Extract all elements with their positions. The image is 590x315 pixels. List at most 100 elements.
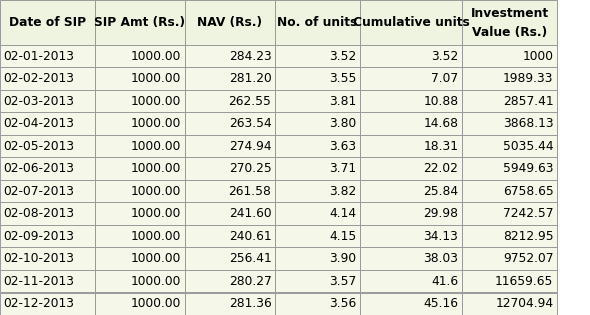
Bar <box>462 90 557 112</box>
Text: 7242.57: 7242.57 <box>503 207 553 220</box>
Bar <box>185 225 275 248</box>
Bar <box>360 67 462 90</box>
Bar <box>462 135 557 158</box>
Bar <box>0 112 95 135</box>
Text: 3.82: 3.82 <box>329 185 356 198</box>
Text: 1000.00: 1000.00 <box>131 297 182 310</box>
Bar <box>360 270 462 293</box>
Bar <box>185 0 275 45</box>
Text: 1000.00: 1000.00 <box>131 185 182 198</box>
Text: 38.03: 38.03 <box>424 252 458 265</box>
Bar <box>275 135 360 158</box>
Text: 12704.94: 12704.94 <box>495 297 553 310</box>
Text: 2857.41: 2857.41 <box>503 95 553 108</box>
Bar <box>275 45 360 67</box>
Text: 14.68: 14.68 <box>424 117 458 130</box>
Bar <box>95 180 185 203</box>
Text: 1000.00: 1000.00 <box>131 162 182 175</box>
Bar <box>0 0 95 45</box>
Text: 34.13: 34.13 <box>424 230 458 243</box>
Text: 1000.00: 1000.00 <box>131 140 182 153</box>
Text: 1989.33: 1989.33 <box>503 72 553 85</box>
Text: 241.60: 241.60 <box>229 207 271 220</box>
Bar <box>185 248 275 270</box>
Bar <box>462 180 557 203</box>
Text: 1000.00: 1000.00 <box>131 95 182 108</box>
Text: NAV (Rs.): NAV (Rs.) <box>198 16 263 29</box>
Bar <box>95 270 185 293</box>
Text: 3.52: 3.52 <box>329 50 356 63</box>
Bar <box>185 45 275 67</box>
Bar <box>462 112 557 135</box>
Bar <box>0 158 95 180</box>
Bar <box>462 270 557 293</box>
Bar <box>462 45 557 67</box>
Text: 10.88: 10.88 <box>423 95 458 108</box>
Bar <box>95 112 185 135</box>
Bar <box>275 112 360 135</box>
Bar <box>0 225 95 248</box>
Text: 02-10-2013: 02-10-2013 <box>4 252 74 265</box>
Text: 7.07: 7.07 <box>431 72 458 85</box>
Text: 3.90: 3.90 <box>329 252 356 265</box>
Text: 02-05-2013: 02-05-2013 <box>4 140 75 153</box>
Text: 9752.07: 9752.07 <box>503 252 553 265</box>
Bar <box>275 67 360 90</box>
Text: 1000: 1000 <box>522 50 553 63</box>
Text: 1000.00: 1000.00 <box>131 207 182 220</box>
Bar <box>185 135 275 158</box>
Text: 262.55: 262.55 <box>228 95 271 108</box>
Bar <box>95 0 185 45</box>
Text: SIP Amt (Rs.): SIP Amt (Rs.) <box>94 16 185 29</box>
Text: 1000.00: 1000.00 <box>131 275 182 288</box>
Text: 4.14: 4.14 <box>329 207 356 220</box>
Bar <box>185 293 275 315</box>
Text: 1000.00: 1000.00 <box>131 72 182 85</box>
Bar <box>462 0 557 45</box>
Bar <box>0 203 95 225</box>
Bar <box>185 90 275 112</box>
Bar <box>275 270 360 293</box>
Text: 1000.00: 1000.00 <box>131 50 182 63</box>
Text: 02-03-2013: 02-03-2013 <box>4 95 74 108</box>
Text: Cumulative units: Cumulative units <box>353 16 469 29</box>
Text: 22.02: 22.02 <box>424 162 458 175</box>
Bar <box>95 67 185 90</box>
Bar <box>275 90 360 112</box>
Bar <box>185 180 275 203</box>
Bar <box>95 203 185 225</box>
Text: 6758.65: 6758.65 <box>503 185 553 198</box>
Bar <box>462 225 557 248</box>
Bar <box>95 90 185 112</box>
Bar <box>0 135 95 158</box>
Text: 5949.63: 5949.63 <box>503 162 553 175</box>
Bar <box>462 293 557 315</box>
Bar <box>185 158 275 180</box>
Bar <box>275 0 360 45</box>
Text: 02-12-2013: 02-12-2013 <box>4 297 74 310</box>
Bar <box>275 203 360 225</box>
Text: 29.98: 29.98 <box>424 207 458 220</box>
Bar <box>360 203 462 225</box>
Bar <box>275 180 360 203</box>
Text: 263.54: 263.54 <box>229 117 271 130</box>
Bar <box>0 293 95 315</box>
Bar <box>360 135 462 158</box>
Text: 281.20: 281.20 <box>229 72 271 85</box>
Text: 02-08-2013: 02-08-2013 <box>4 207 75 220</box>
Text: Date of SIP: Date of SIP <box>9 16 86 29</box>
Bar <box>360 293 462 315</box>
Text: 1000.00: 1000.00 <box>131 117 182 130</box>
Text: 02-01-2013: 02-01-2013 <box>4 50 74 63</box>
Text: 3.57: 3.57 <box>329 275 356 288</box>
Text: 3.63: 3.63 <box>329 140 356 153</box>
Text: 45.16: 45.16 <box>424 297 458 310</box>
Text: 02-11-2013: 02-11-2013 <box>4 275 74 288</box>
Bar <box>462 158 557 180</box>
Text: Investment: Investment <box>470 7 549 20</box>
Text: 02-04-2013: 02-04-2013 <box>4 117 74 130</box>
Bar <box>462 248 557 270</box>
Text: 3.71: 3.71 <box>329 162 356 175</box>
Text: 11659.65: 11659.65 <box>495 275 553 288</box>
Bar <box>185 67 275 90</box>
